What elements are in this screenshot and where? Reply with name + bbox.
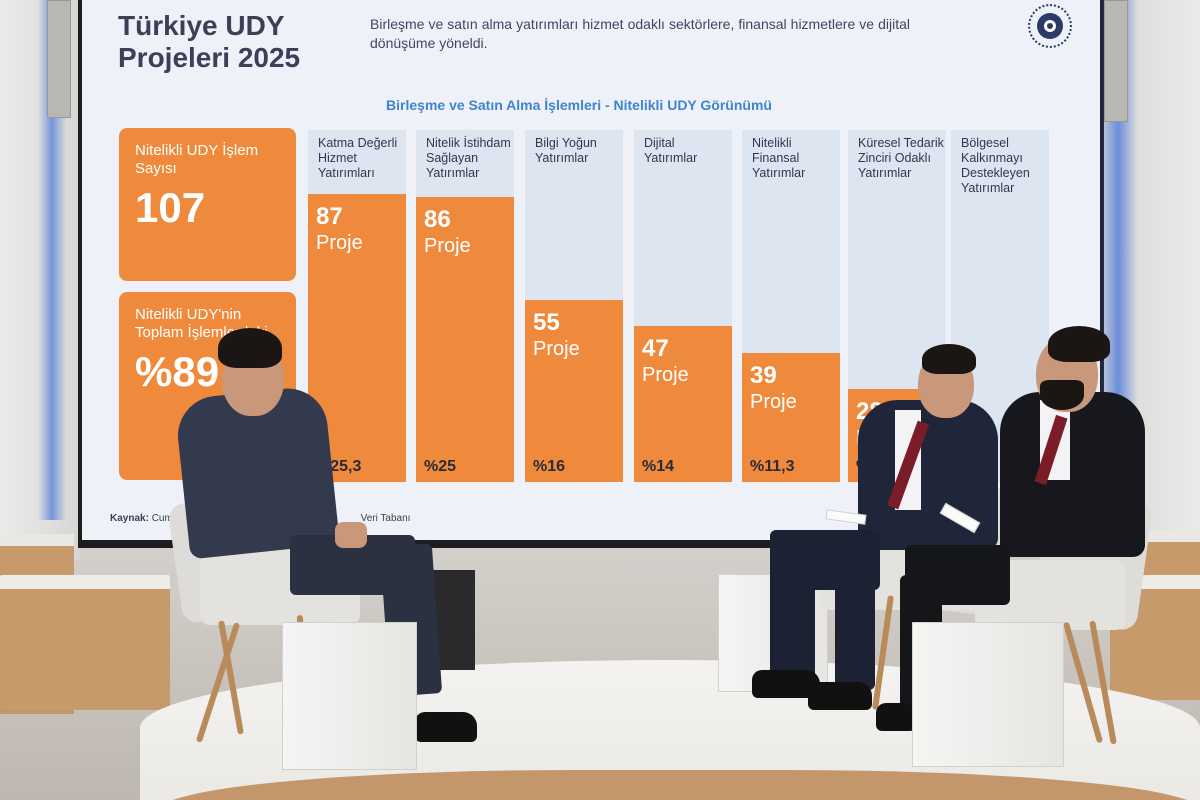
bar: 55 Proje %16 [525, 300, 623, 482]
person-left-hands [335, 522, 367, 548]
kpi-value: %89 [135, 348, 220, 395]
page-subtitle: Birleşme ve satın alma yatırımları hizme… [370, 16, 910, 51]
side-table-right [912, 622, 1064, 767]
person-right-beard [1040, 380, 1084, 410]
person-right-jacket [1000, 392, 1145, 557]
bar-category-label: Küresel Tedarik Zinciri Odaklı Yatırımla… [858, 136, 944, 180]
shelf-left [0, 575, 170, 710]
bar-value-label: 87 [316, 203, 343, 230]
speaker-left [47, 0, 71, 118]
logo-dot [1044, 20, 1056, 32]
kpi-value: 107 [135, 184, 206, 231]
bar-category-label: Dijital Yatırımlar [644, 136, 698, 165]
bar-percent-label: %14 [642, 458, 675, 475]
bar-unit-label: Proje [642, 364, 689, 386]
bar-unit-label: Proje [533, 338, 580, 360]
source-text-tail: Veri Tabanı [360, 513, 411, 524]
person-left-hair [218, 328, 282, 368]
bar-column: Nitelikli Finansal Yatırımlar 39 Proje %11,… [742, 130, 840, 482]
bar: 39 Proje %11,3 [742, 353, 840, 482]
bar-percent-label: %16 [533, 458, 566, 475]
section-title: Birleşme ve Satın Alma İşlemleri - Nitel… [386, 97, 772, 113]
bar-unit-label: Proje [424, 235, 471, 257]
source-prefix: Kaynak: [110, 513, 149, 524]
side-table-left [282, 622, 417, 770]
source-text: Cum [151, 513, 173, 524]
logo-inner [1037, 13, 1063, 39]
person-middle-shin [770, 560, 815, 690]
person-middle-shoe [808, 682, 872, 710]
person-middle-shin [835, 560, 875, 690]
person-right-shoe [876, 703, 916, 731]
bar-column: Dijital Yatırımlar 47 Proje %14 [634, 130, 732, 482]
bar-percent-label: %11,3 [750, 458, 795, 475]
speaker-right [1104, 0, 1128, 122]
person-right-hair [1048, 326, 1110, 362]
kpi-card-count: Nitelikli UDY İşlem Sayısı 107 [119, 128, 296, 281]
bar-unit-label: Proje [750, 391, 797, 413]
bar-column: Bilgi Yoğun Yatırımlar 55 Proje %16 [525, 130, 623, 482]
bar: 86 Proje %25 [416, 197, 514, 482]
page-title: Türkiye UDY Projeleri 2025 [118, 10, 301, 73]
bar-column: Nitelik İstihdam Sağlayan Yatırımlar 86 Pr… [416, 130, 514, 482]
bar-category-label: Bilgi Yoğun Yatırımlar [535, 136, 597, 165]
bar-value-label: 47 [642, 335, 669, 362]
source-note: Kaynak: Cum Veri Tabanı [110, 513, 410, 524]
bar-percent-label: %25 [424, 458, 457, 475]
bar-unit-label: Proje [316, 232, 363, 254]
kpi-label: Nitelikli UDY İşlem Sayısı [135, 142, 259, 177]
bar-category-label: Nitelik İstihdam Sağlayan Yatırımlar [426, 136, 511, 180]
bar-value-label: 39 [750, 362, 777, 389]
bar-category-label: Bölgesel Kalkınmayı Destekleyen Yatırıml… [961, 136, 1030, 195]
bar-category-label: Katma Değerli Hizmet Yatırımları [318, 136, 398, 180]
bar-value-label: 55 [533, 309, 560, 336]
presidency-logo-icon [1028, 4, 1072, 48]
bar: 47 Proje %14 [634, 326, 732, 482]
bar-value-label: 86 [424, 206, 451, 233]
person-left-shoe [415, 712, 477, 742]
person-middle-hair [922, 344, 976, 374]
bar-category-label: Nitelikli Finansal Yatırımlar [752, 136, 806, 180]
